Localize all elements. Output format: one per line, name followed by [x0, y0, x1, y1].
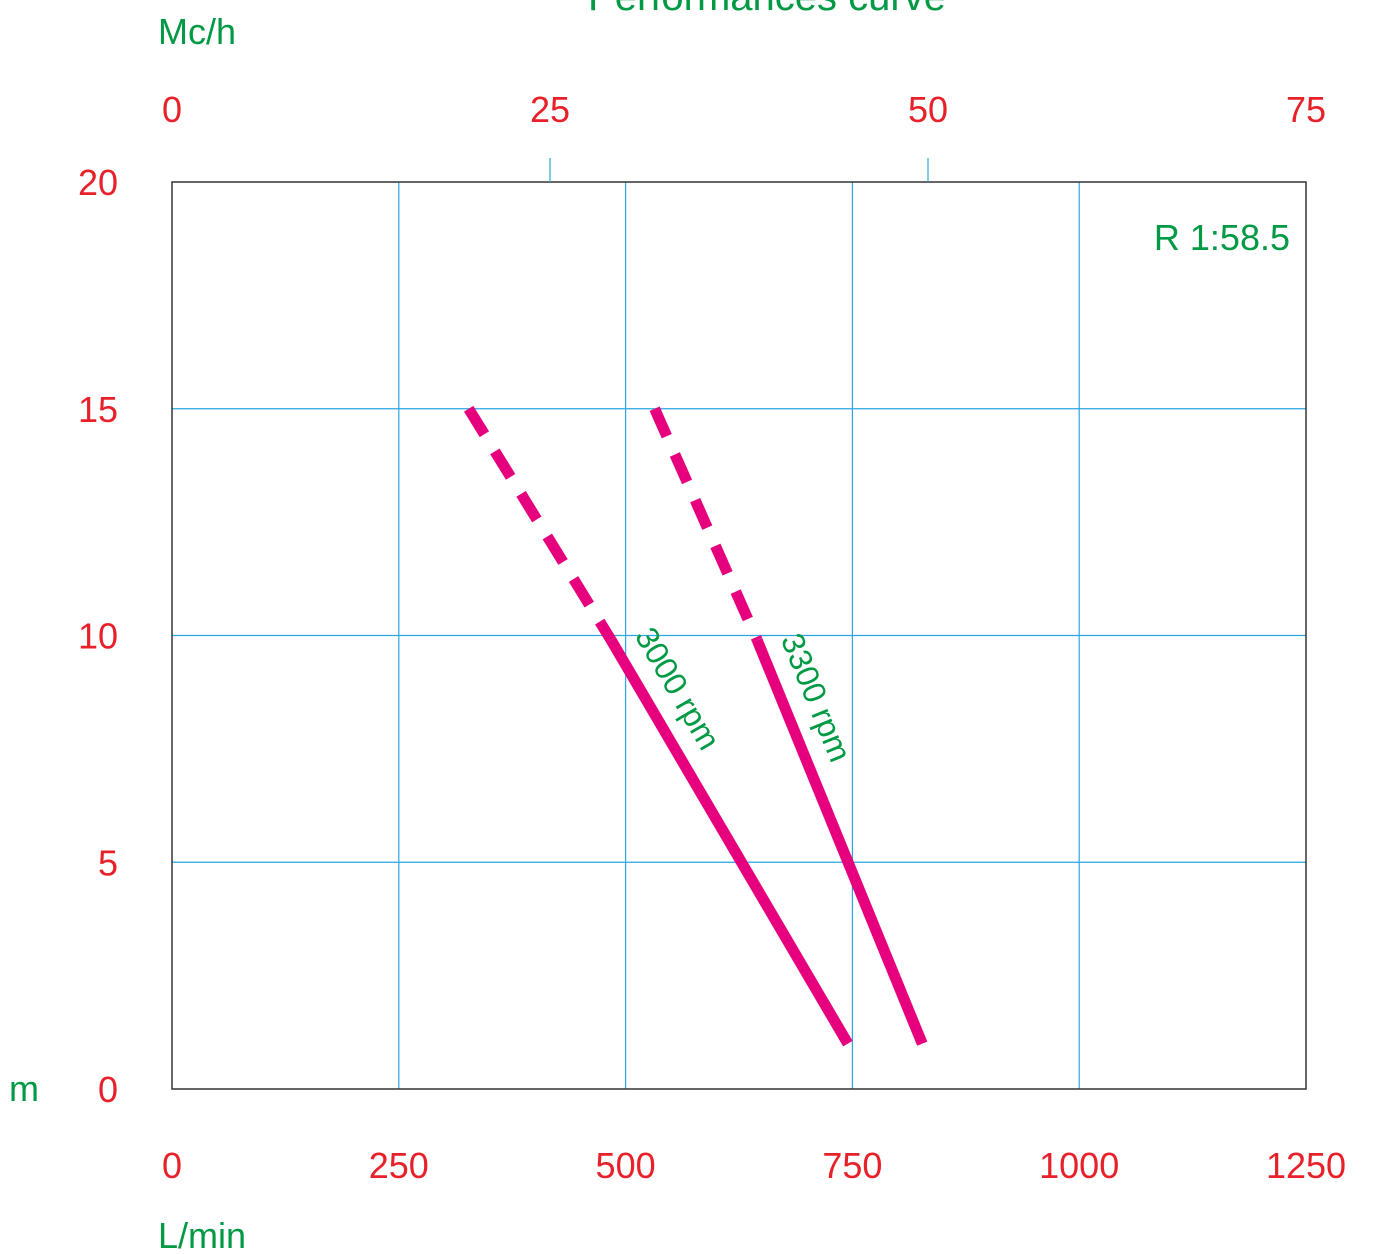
x2-tick-label: 25 [530, 89, 570, 130]
y-tick-label: 0 [98, 1069, 118, 1110]
curve-label-layer: 3000 rpm 3300 rpm [628, 621, 858, 767]
x-tick-label: 0 [162, 1145, 182, 1186]
ratio-label: R 1:58.5 [1154, 217, 1290, 258]
plot-frame [171, 181, 1307, 1090]
y-axis-unit: m [9, 1068, 39, 1109]
tick-layer: 0 250 500 750 1000 1250 0 5 10 15 20 0 25 50 75 [78, 89, 1346, 1186]
secondary-x-axis-unit: Mc/h [158, 11, 236, 52]
curve-dashed-segment [463, 405, 616, 643]
x-tick-label: 250 [369, 1145, 429, 1186]
series-layer [463, 405, 928, 1047]
x-tick-label: 500 [596, 1145, 656, 1186]
curve-solid-segment [606, 637, 853, 1047]
y-tick-label: 5 [98, 842, 118, 883]
x-tick-label: 1000 [1039, 1145, 1119, 1186]
curve-dashed-segment [649, 406, 763, 643]
grid-layer [172, 182, 1306, 1089]
y-tick-label: 10 [78, 616, 118, 657]
curve-label: 3300 rpm [774, 628, 859, 767]
chart-title: Performances curve [588, 0, 946, 19]
x-tick-label: 1250 [1266, 1145, 1346, 1186]
x2-tick-label: 50 [908, 89, 948, 130]
y-tick-label: 15 [78, 389, 118, 430]
curve-solid-segment [752, 637, 928, 1046]
x2-tick-label: 0 [162, 89, 182, 130]
x-tick-label: 750 [822, 1145, 882, 1186]
y-tick-label: 20 [78, 162, 118, 203]
x-axis-unit: L/min [158, 1215, 246, 1254]
x2-tick-label: 75 [1286, 89, 1326, 130]
